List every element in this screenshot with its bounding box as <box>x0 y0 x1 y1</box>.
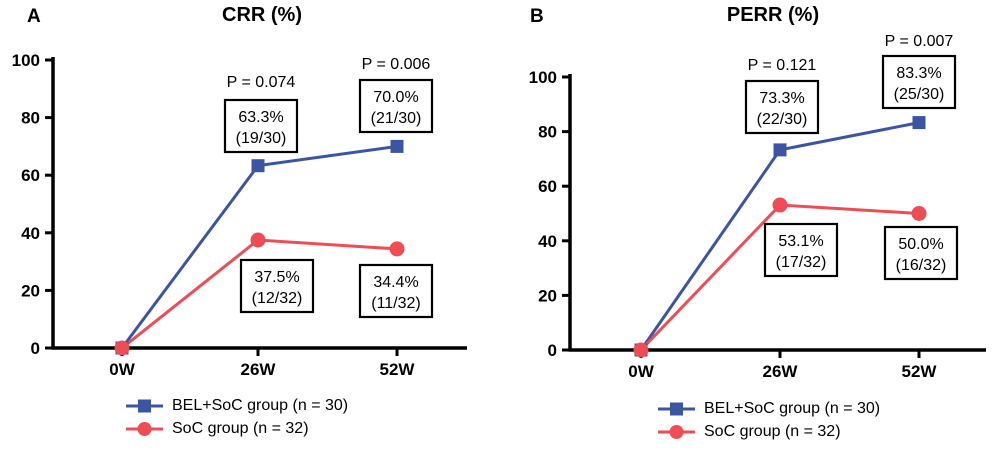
crr-chart-canvas: 0 20 40 60 80 100 0W 26W 52W 63.3% (19/30) 70.0% (21… <box>12 51 467 379</box>
annotation-value: 53.1% <box>778 233 823 250</box>
y-tick-label: 80 <box>538 123 557 142</box>
annotation-fraction: (25/30) <box>894 86 945 103</box>
y-tick-label: 100 <box>529 68 557 87</box>
annotation-fraction: (21/30) <box>371 110 422 127</box>
panel-label-a: A <box>27 6 42 27</box>
annotation-box <box>763 222 839 278</box>
legend-crr: BEL+SoC group (n = 30) SoC group (n = 32… <box>126 396 348 439</box>
chart-title-crr: CRR (%) <box>222 4 302 26</box>
legend-item-bel-soc: BEL+SoC group (n = 30) <box>126 396 348 416</box>
annotation-box <box>358 78 434 134</box>
annotation-value: 70.0% <box>373 89 418 106</box>
data-point-marker <box>911 206 927 221</box>
p-value-label: P = 0.006 <box>362 56 431 73</box>
annotation-fraction: (19/30) <box>236 130 287 147</box>
annotation-value: 83.3% <box>896 65 941 82</box>
y-tick-label: 0 <box>31 339 40 358</box>
p-value-label: P = 0.121 <box>748 57 817 74</box>
annotation-fraction: (11/32) <box>371 295 421 312</box>
annotation-box <box>744 79 820 135</box>
data-point-marker <box>114 340 130 356</box>
panel-label-b: B <box>530 6 545 27</box>
annotation-box <box>358 263 434 319</box>
annotation-fraction: (22/30) <box>757 111 808 128</box>
y-tick-label: 80 <box>21 109 40 128</box>
data-point-marker <box>390 139 404 153</box>
data-point-marker <box>250 232 266 248</box>
annotation-box <box>223 98 299 154</box>
legend-item-soc: SoC group (n = 32) <box>658 422 880 442</box>
x-tick-label: 26W <box>763 362 799 381</box>
y-tick-label: 40 <box>538 232 557 251</box>
square-marker-icon <box>126 399 163 413</box>
annotation-fraction: (17/32) <box>776 254 827 271</box>
legend-label-bel-soc: BEL+SoC group (n = 30) <box>704 400 881 417</box>
y-tick-label: 40 <box>21 224 40 243</box>
y-tick-label: 0 <box>548 341 557 360</box>
legend-label-soc: SoC group (n = 32) <box>704 423 841 440</box>
y-tick-label: 20 <box>538 286 557 305</box>
y-tick-label: 20 <box>21 281 40 300</box>
legend-perr: BEL+SoC group (n = 30) SoC group (n = 32… <box>658 399 880 442</box>
chart-title-perr: PERR (%) <box>726 4 820 26</box>
data-point-marker <box>389 241 405 257</box>
annotation-fraction: (12/32) <box>252 290 303 307</box>
x-tick-label: 52W <box>902 362 938 381</box>
legend-label-bel-soc: BEL+SoC group (n = 30) <box>172 397 349 414</box>
y-tick-label: 100 <box>12 51 40 70</box>
y-tick-label: 60 <box>538 177 557 196</box>
panel-crr: A CRR (%) 0 20 40 60 80 100 0W 26W 52W 63.3% (19/3… <box>12 4 467 439</box>
x-tick-label: 0W <box>628 362 654 381</box>
square-marker-icon <box>658 402 695 416</box>
annotation-box <box>239 258 315 314</box>
annotation-value: 37.5% <box>254 269 299 286</box>
annotation-value: 50.0% <box>898 236 943 253</box>
data-point-marker <box>633 342 649 358</box>
x-tick-label: 26W <box>241 360 277 379</box>
annotation-value: 34.4% <box>373 274 418 291</box>
x-tick-label: 0W <box>109 360 135 379</box>
data-point-marker <box>251 159 265 173</box>
data-point-marker <box>772 197 788 213</box>
annotation-value: 73.3% <box>759 90 804 107</box>
circle-marker-icon <box>126 422 163 436</box>
data-point-marker <box>912 116 926 130</box>
annotation-value: 63.3% <box>238 109 283 126</box>
legend-label-soc: SoC group (n = 32) <box>172 420 309 437</box>
annotation-box <box>883 225 959 281</box>
annotation-box <box>881 54 957 110</box>
perr-chart-canvas: 0 20 40 60 80 100 0W 26W 52W 73.3% (22/30) 83.3% (25… <box>529 33 986 381</box>
y-tick-label: 60 <box>21 166 40 185</box>
circle-marker-icon <box>658 425 695 439</box>
annotation-fraction: (16/32) <box>896 257 947 274</box>
panel-perr: B PERR (%) 0 20 40 60 80 100 0W 26W 52W 73.3% (22/… <box>496 0 992 450</box>
x-tick-label: 52W <box>380 360 416 379</box>
p-value-label: P = 0.074 <box>227 74 296 91</box>
legend-item-bel-soc: BEL+SoC group (n = 30) <box>658 399 880 419</box>
p-value-label: P = 0.007 <box>885 33 954 50</box>
data-point-marker <box>773 143 787 157</box>
legend-item-soc: SoC group (n = 32) <box>126 419 348 439</box>
